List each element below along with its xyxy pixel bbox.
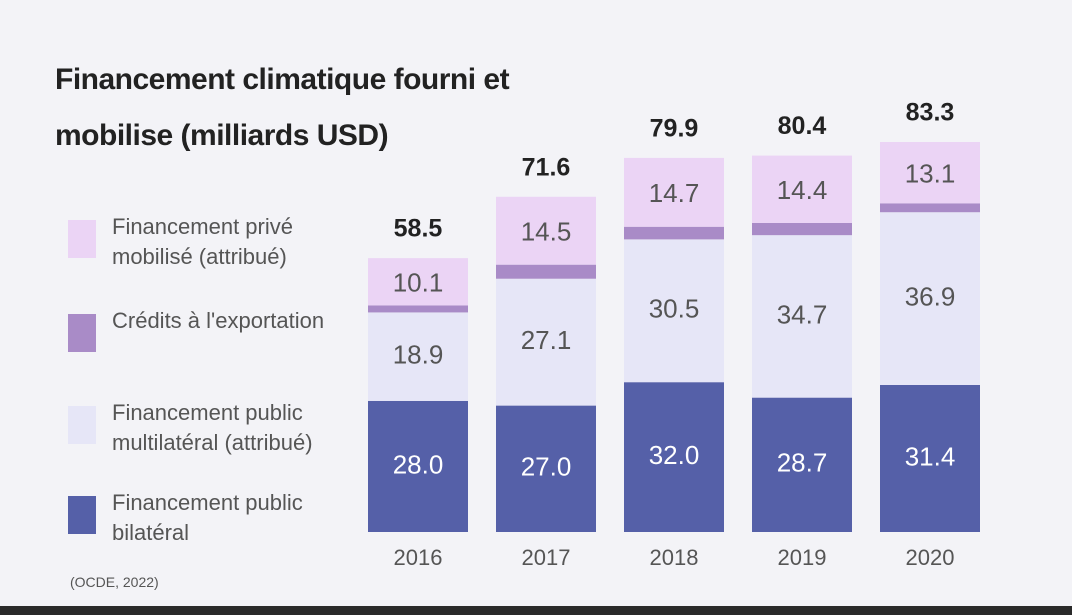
- value-label: 14.4: [777, 175, 828, 205]
- bar-segment: [880, 203, 980, 213]
- bar-segment: [624, 157, 724, 227]
- value-label: 27.1: [521, 325, 572, 355]
- value-label: 14.5: [521, 217, 572, 247]
- bar-segment: [752, 222, 852, 236]
- value-label: 14.7: [649, 178, 700, 208]
- x-tick-label: 2016: [394, 545, 443, 570]
- value-label: 28.7: [777, 448, 828, 478]
- bar-segment: [368, 258, 468, 306]
- legend-item: Financement privé mobilisé (attribué): [68, 212, 368, 272]
- value-label: 28.0: [393, 449, 444, 479]
- bar-segment: [752, 235, 852, 398]
- bar-segment: [496, 264, 596, 279]
- legend-swatch: [68, 220, 96, 258]
- total-label: 71.6: [522, 153, 571, 181]
- x-tick-label: 2020: [906, 545, 955, 570]
- bar-segment: [752, 397, 852, 532]
- legend-item: Financement public bilatéral: [68, 488, 368, 548]
- bottom-border: [0, 606, 1072, 615]
- bar-segment: [624, 239, 724, 383]
- legend-label: Financement public multilatéral (attribu…: [112, 400, 313, 455]
- bar-segment: [368, 400, 468, 532]
- value-label: 34.7: [777, 299, 828, 329]
- value-label: 18.9: [393, 340, 444, 370]
- legend-swatch: [68, 314, 96, 352]
- x-tick-label: 2018: [650, 545, 699, 570]
- bar-segment: [880, 384, 980, 532]
- legend-swatch: [68, 496, 96, 534]
- legend-label: Financement public bilatéral: [112, 490, 303, 545]
- value-label: 10.1: [393, 268, 444, 298]
- value-label: 31.4: [905, 441, 956, 471]
- bar-segment: [496, 278, 596, 406]
- source: (OCDE, 2022): [70, 574, 159, 590]
- value-label: 13.1: [905, 159, 956, 189]
- value-label: 32.0: [649, 440, 700, 470]
- x-tick-label: 2019: [778, 545, 827, 570]
- legend-item: Financement public multilatéral (attribu…: [68, 398, 368, 458]
- value-label: 36.9: [905, 281, 956, 311]
- bar-segment: [752, 155, 852, 223]
- x-tick-label: 2017: [522, 545, 571, 570]
- legend-swatch: [68, 406, 96, 444]
- total-label: 58.5: [394, 215, 443, 243]
- value-label: 27.0: [521, 452, 572, 482]
- legend-item: Crédits à l'exportation: [68, 306, 368, 366]
- total-label: 80.4: [778, 112, 827, 140]
- chart-title: Financement climatique fourni et mobilis…: [55, 63, 510, 152]
- bar-segment: [880, 142, 980, 204]
- bar-segment: [496, 196, 596, 265]
- bar-segment: [368, 312, 468, 401]
- total-label: 83.3: [906, 99, 955, 127]
- bar-segment: [624, 226, 724, 240]
- bar-segment: [880, 212, 980, 385]
- bar-segment: [496, 405, 596, 532]
- bar-segment: [368, 305, 468, 313]
- value-label: 30.5: [649, 294, 700, 324]
- bar-segment: [624, 382, 724, 532]
- legend-label: Financement privé mobilisé (attribué): [112, 214, 293, 269]
- total-label: 79.9: [650, 115, 699, 143]
- legend-label: Crédits à l'exportation: [112, 308, 325, 333]
